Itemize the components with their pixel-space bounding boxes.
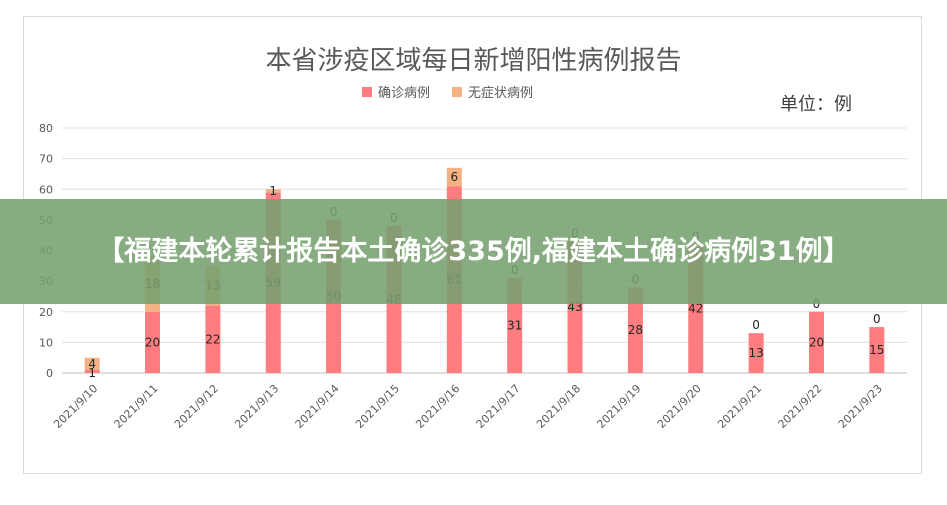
bar-confirmed — [205, 305, 221, 373]
data-label-asymptomatic: 0 — [752, 318, 760, 332]
x-tick-label: 2021/9/18 — [534, 382, 583, 431]
data-label-confirmed: 1 — [88, 366, 96, 380]
chart-legend: 确诊病例 无症状病例 — [362, 82, 533, 101]
data-label-asymptomatic: 4 — [88, 357, 96, 371]
bar-confirmed — [145, 311, 161, 373]
legend-label-asymptomatic: 无症状病例 — [468, 86, 534, 101]
bar-asymptomatic — [84, 357, 100, 370]
bar-confirmed — [869, 327, 885, 373]
bar-confirmed — [84, 369, 100, 373]
x-tick-label: 2021/9/23 — [836, 382, 885, 431]
bar-asymptomatic — [446, 167, 462, 187]
data-label-confirmed: 31 — [507, 319, 522, 333]
x-tick-label: 2021/9/15 — [353, 382, 402, 431]
data-label-asymptomatic: 0 — [873, 312, 881, 326]
y-tick-label: 0 — [46, 367, 53, 380]
x-tick-label: 2021/9/14 — [293, 382, 342, 431]
x-tick-label: 2021/9/10 — [51, 382, 100, 431]
bar-confirmed — [627, 287, 643, 373]
y-tick-label: 70 — [39, 153, 53, 166]
unit-label: 单位：例 — [780, 94, 852, 115]
data-label-asymptomatic: 6 — [451, 170, 459, 184]
legend-label-confirmed: 确诊病例 — [378, 86, 431, 101]
data-label-confirmed: 28 — [628, 323, 643, 337]
y-tick-label: 80 — [39, 122, 53, 135]
x-tick-label: 2021/9/17 — [474, 382, 523, 431]
x-tick-label: 2021/9/11 — [112, 382, 161, 431]
x-tick-label: 2021/9/19 — [594, 382, 643, 431]
x-tick-label: 2021/9/16 — [413, 382, 462, 431]
bar-confirmed — [748, 333, 764, 373]
data-label-confirmed: 13 — [748, 346, 763, 360]
data-label-confirmed: 20 — [809, 335, 824, 349]
data-label-confirmed: 42 — [688, 302, 703, 316]
x-tick-label: 2021/9/13 — [232, 382, 281, 431]
data-label-confirmed: 22 — [205, 332, 220, 346]
banner-text: 【福建本轮累计报告本土确诊335例,福建本土确诊病例31例】 — [97, 235, 850, 267]
x-tick-label: 2021/9/22 — [776, 382, 825, 431]
x-tick-label: 2021/9/12 — [172, 382, 221, 431]
legend-swatch-asymptomatic — [452, 86, 463, 97]
bar-confirmed — [808, 311, 824, 373]
bar-asymptomatic — [265, 189, 281, 193]
legend-item-asymptomatic: 无症状病例 — [452, 82, 533, 101]
legend-swatch-confirmed — [362, 86, 372, 97]
y-tick-label: 10 — [39, 336, 53, 349]
data-label-asymptomatic: 1 — [269, 184, 277, 198]
headline-banner: 【福建本轮累计报告本土确诊335例,福建本土确诊病例31例】 — [0, 199, 947, 304]
chart-title: 本省涉疫区域每日新增阳性病例报告 — [265, 46, 682, 76]
data-label-confirmed: 20 — [145, 335, 160, 349]
y-tick-label: 60 — [39, 183, 53, 196]
x-tick-label: 2021/9/20 — [655, 382, 704, 431]
data-label-confirmed: 15 — [869, 343, 884, 357]
x-tick-label: 2021/9/21 — [715, 382, 764, 431]
y-tick-label: 20 — [39, 306, 53, 319]
legend-item-confirmed: 确诊病例 — [362, 82, 430, 101]
